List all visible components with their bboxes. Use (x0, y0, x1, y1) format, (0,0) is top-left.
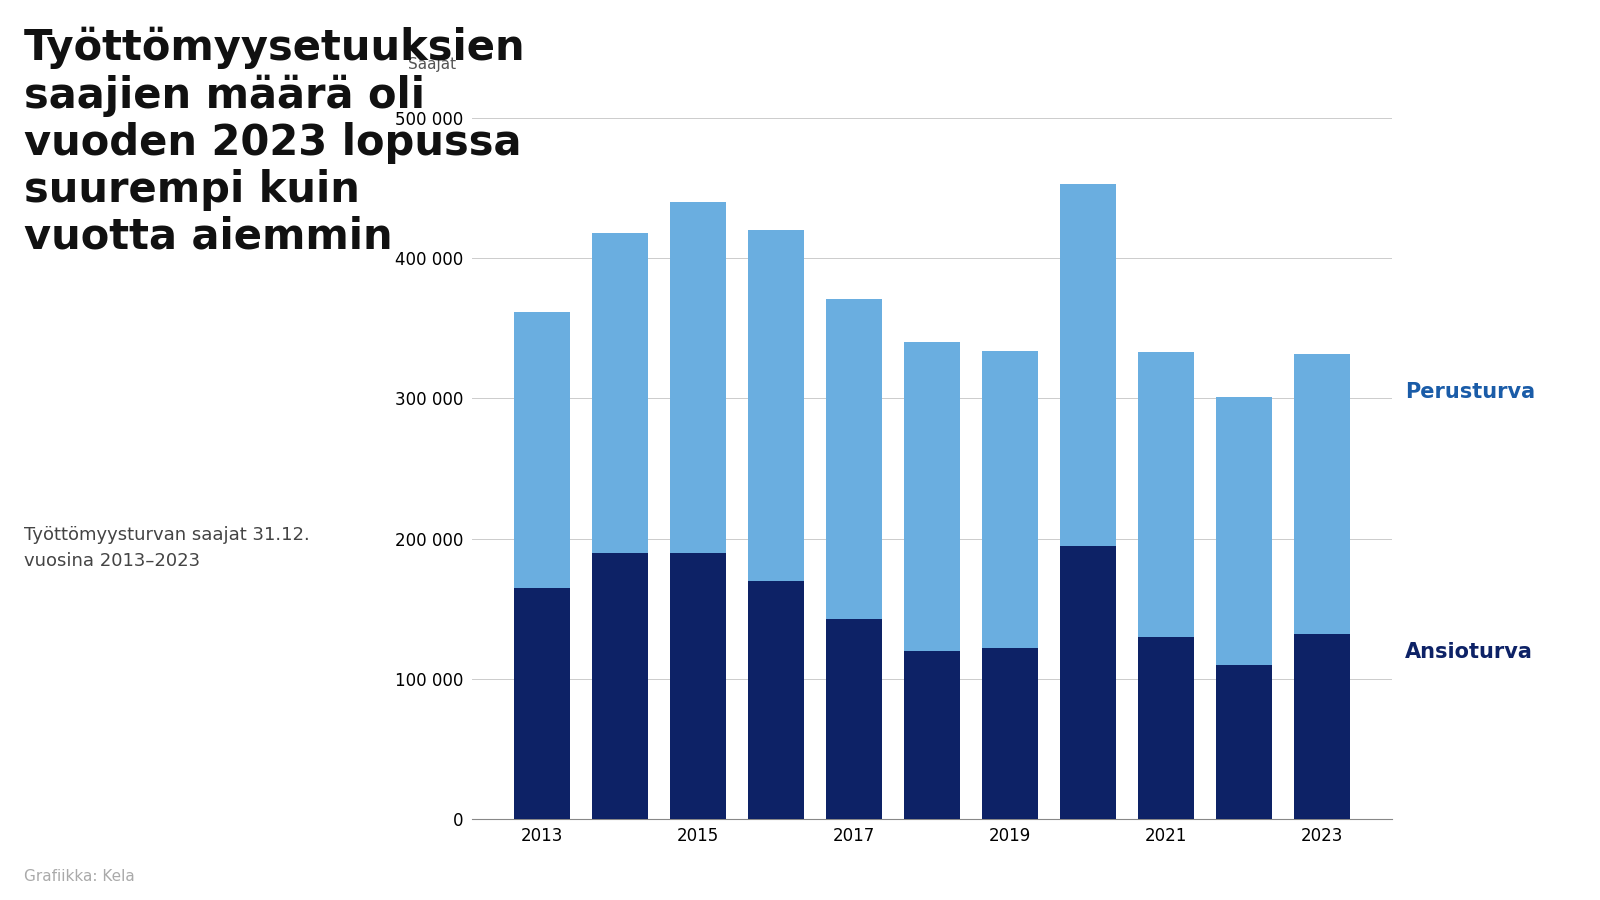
Bar (1059, 545, 1117, 819)
Text: Perusturva: Perusturva (1405, 382, 1534, 401)
Bar (904, 651, 960, 819)
Bar (1138, 352, 1194, 637)
Bar (1294, 634, 1350, 819)
Bar (982, 351, 1038, 648)
Text: Saajat: Saajat (408, 57, 456, 72)
Bar (1059, 184, 1117, 545)
Bar (1216, 665, 1272, 819)
Text: Työttömyysturvan saajat 31.12.
vuosina 2013–2023: Työttömyysturvan saajat 31.12. vuosina 2… (24, 526, 310, 570)
Bar (514, 588, 570, 819)
Bar (670, 202, 726, 553)
Bar (1216, 397, 1272, 665)
Bar (747, 230, 805, 580)
Text: Ansioturva: Ansioturva (1405, 643, 1533, 662)
Bar (747, 580, 805, 819)
Bar (514, 311, 570, 588)
Bar (826, 299, 882, 618)
Bar (1294, 354, 1350, 634)
Bar (826, 618, 882, 819)
Bar (904, 342, 960, 651)
Bar (982, 648, 1038, 819)
Text: Grafiikka: Kela: Grafiikka: Kela (24, 868, 134, 884)
Bar (592, 233, 648, 553)
Bar (1138, 637, 1194, 819)
Bar (670, 553, 726, 819)
Bar (592, 553, 648, 819)
Text: Työttömyysetuuksien
saajien määrä oli
vuoden 2023 lopussa
suurempi kuin
vuotta a: Työttömyysetuuksien saajien määrä oli vu… (24, 27, 526, 257)
